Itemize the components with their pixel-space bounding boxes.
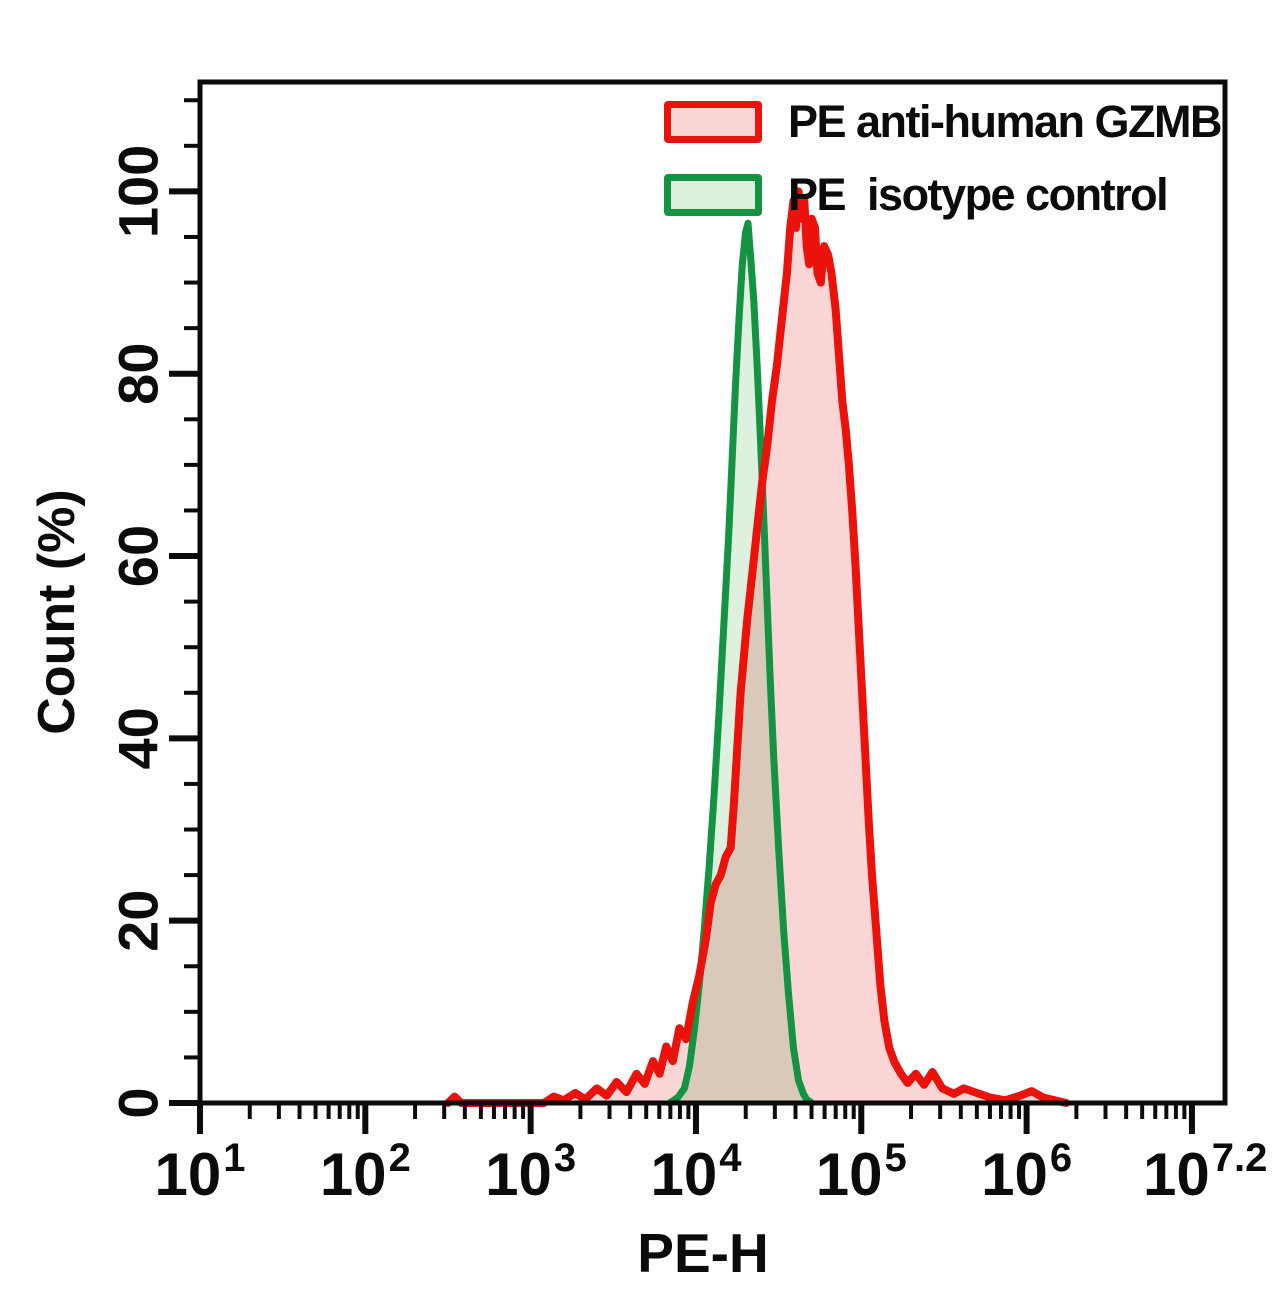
series-areas xyxy=(444,187,1071,1107)
legend-swatch-isotype-icon xyxy=(664,174,762,216)
y-tick-label: 0 xyxy=(107,1087,170,1118)
x-tick-label: 107.2 xyxy=(1143,1136,1267,1208)
x-tick-labels: 101 102 103 104 105 106 107.2 xyxy=(155,1136,1268,1208)
legend: PE anti-human GZMB PE isotype control xyxy=(664,96,1223,246)
y-tick-label: 20 xyxy=(107,890,170,952)
legend-label-isotype: PE isotype control xyxy=(788,169,1169,220)
x-tick-label: 105 xyxy=(816,1136,907,1208)
y-axis-ticks xyxy=(169,98,199,1106)
x-tick-label: 106 xyxy=(981,1136,1072,1208)
plot-border xyxy=(197,79,1228,1106)
x-axis-ticks xyxy=(197,1104,1195,1134)
legend-swatch-gzmb-icon xyxy=(664,101,762,143)
x-tick-label: 103 xyxy=(485,1136,576,1208)
y-tick-label: 100 xyxy=(107,145,170,238)
x-tick-label: 102 xyxy=(320,1136,411,1208)
y-axis-title: Count (%) xyxy=(28,489,86,735)
legend-label-gzmb: PE anti-human GZMB xyxy=(788,96,1223,147)
y-tick-labels: 0 20 40 60 80 100 xyxy=(107,145,170,1119)
x-tick-label: 104 xyxy=(650,1136,742,1208)
legend-item-isotype: PE isotype control xyxy=(664,169,1221,220)
x-axis-title: PE-H xyxy=(637,1222,769,1284)
legend-item-gzmb: PE anti-human GZMB xyxy=(664,96,1223,147)
gzmb-curve xyxy=(444,187,1071,1107)
y-tick-label: 80 xyxy=(107,343,170,405)
x-tick-label: 101 xyxy=(155,1136,246,1208)
y-tick-label: 60 xyxy=(107,525,170,587)
y-tick-label: 40 xyxy=(107,707,170,769)
